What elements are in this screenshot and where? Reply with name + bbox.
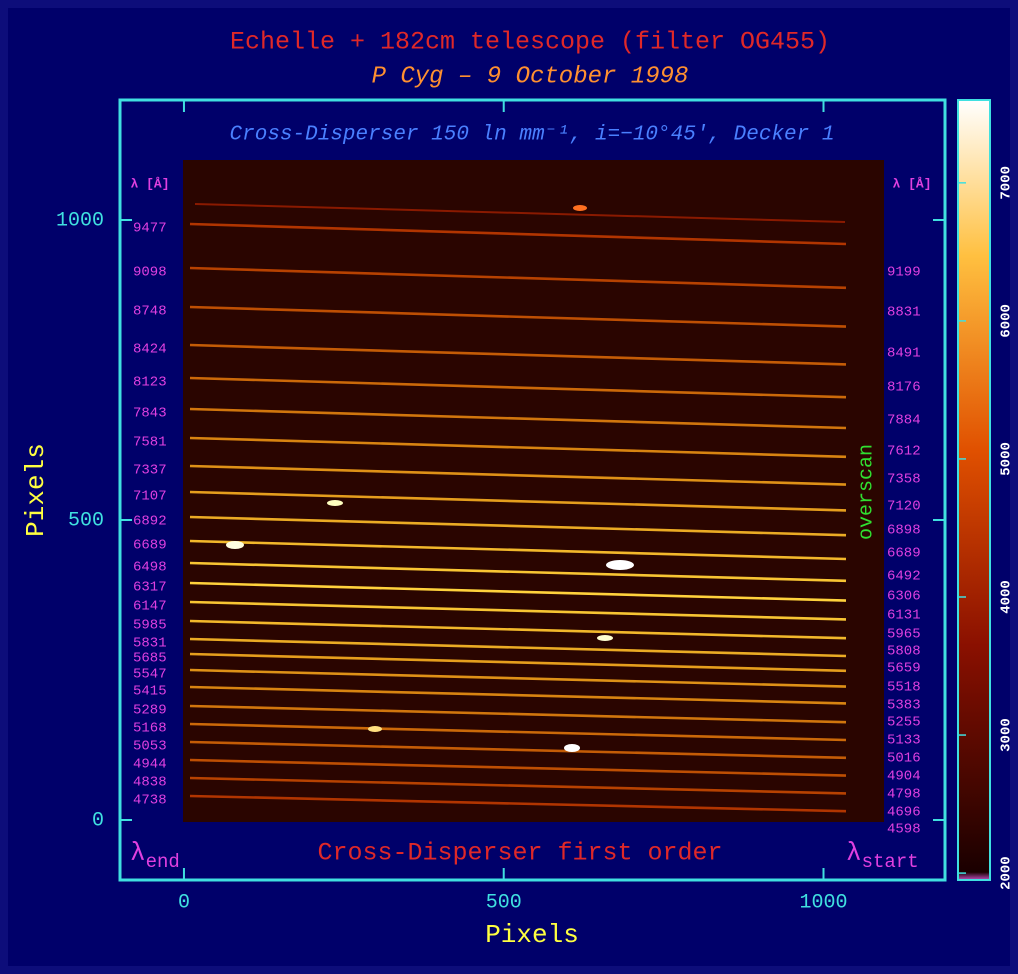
x-axis-label: Pixels xyxy=(485,920,579,950)
wavelength-label: 6131 xyxy=(887,608,921,624)
chart: Echelle + 182cm telescope (filter OG455)… xyxy=(0,0,1018,974)
title: Echelle + 182cm telescope (filter OG455) xyxy=(230,28,830,57)
wavelength-label: 7120 xyxy=(887,499,921,515)
x-tick-label: 0 xyxy=(178,891,190,914)
wavelength-label: 6498 xyxy=(133,560,167,576)
colorbar-tick-label: 2000 xyxy=(999,856,1015,890)
wavelength-label: 4944 xyxy=(133,757,167,773)
wavelength-label: 6689 xyxy=(887,546,921,562)
wavelength-label: 6147 xyxy=(133,599,167,615)
wavelength-label: 8748 xyxy=(133,304,167,320)
wavelength-label: 6492 xyxy=(887,569,921,585)
colorbar-tick-label: 5000 xyxy=(999,442,1015,476)
wavelength-label: 5831 xyxy=(133,636,167,652)
emission-spot xyxy=(573,205,587,211)
colorbar-tick-label: 7000 xyxy=(999,166,1015,200)
wavelength-label: 5659 xyxy=(887,661,921,677)
wavelength-label: 6306 xyxy=(887,589,921,605)
x-tick-label: 500 xyxy=(486,891,522,914)
wavelength-label: 9477 xyxy=(133,221,167,237)
wavelength-label: 5255 xyxy=(887,715,921,731)
wavelength-label: 5289 xyxy=(133,703,167,719)
spectrum-image xyxy=(183,160,884,822)
emission-spot xyxy=(564,744,580,752)
wavelength-label: 5415 xyxy=(133,684,167,700)
wavelength-label: 7358 xyxy=(887,472,921,488)
y-axis-label: Pixels xyxy=(21,443,51,537)
colorbar-tick-label: 3000 xyxy=(999,718,1015,752)
wavelength-label: 8491 xyxy=(887,346,921,362)
emission-spot xyxy=(327,500,343,506)
wavelength-label: 8831 xyxy=(887,305,921,321)
wavelength-label: 5168 xyxy=(133,721,167,737)
wavelength-label: 5133 xyxy=(887,733,921,749)
subtitle: P Cyg – 9 October 1998 xyxy=(372,63,689,90)
wavelength-label: 7843 xyxy=(133,406,167,422)
colorbar-tick-label: 6000 xyxy=(999,304,1015,338)
wavelength-label: 4798 xyxy=(887,787,921,803)
wavelength-label: 5985 xyxy=(133,618,167,634)
wavelength-unit: λ [Å] xyxy=(130,176,169,191)
wavelength-label: 4838 xyxy=(133,775,167,791)
wavelength-label: 5518 xyxy=(887,680,921,696)
wavelength-label: 5547 xyxy=(133,667,167,683)
colorbar-tick-label: 4000 xyxy=(999,580,1015,614)
overscan-label: overscan xyxy=(855,444,878,540)
emission-spot xyxy=(226,541,244,549)
wavelength-label: 4696 xyxy=(887,805,921,821)
wavelength-label: 6892 xyxy=(133,514,167,530)
wavelength-label: 5808 xyxy=(887,644,921,660)
wavelength-label: 8176 xyxy=(887,380,921,396)
wavelength-label: 6898 xyxy=(887,523,921,539)
wavelength-label: 5965 xyxy=(887,627,921,643)
y-tick-label: 500 xyxy=(68,509,104,532)
wavelength-label: 5016 xyxy=(887,751,921,767)
emission-spot xyxy=(606,560,634,570)
wavelength-unit: λ [Å] xyxy=(892,176,931,191)
wavelength-label: 4598 xyxy=(887,822,921,838)
wavelength-label: 8123 xyxy=(133,375,167,391)
wavelength-label: 7581 xyxy=(133,435,167,451)
wavelength-label: 4904 xyxy=(887,769,921,785)
y-tick-label: 0 xyxy=(92,809,104,832)
wavelength-label: 5053 xyxy=(133,739,167,755)
wavelength-label: 7612 xyxy=(887,444,921,460)
wavelength-label: 4738 xyxy=(133,793,167,809)
wavelength-label: 8424 xyxy=(133,342,167,358)
wavelength-label: 6317 xyxy=(133,580,167,596)
wavelength-label: 5383 xyxy=(887,698,921,714)
bottom-label: Cross-Disperser first order xyxy=(317,839,722,868)
wavelength-label: 7884 xyxy=(887,413,921,429)
emission-spot xyxy=(368,726,382,732)
x-tick-label: 1000 xyxy=(799,891,847,914)
y-tick-label: 1000 xyxy=(56,209,104,232)
wavelength-label: 5685 xyxy=(133,651,167,667)
emission-spot xyxy=(597,635,613,641)
inner-title: Cross-Disperser 150 ln mm⁻¹, i=−10°45', … xyxy=(230,124,835,147)
wavelength-label: 7337 xyxy=(133,463,167,479)
wavelength-label: 7107 xyxy=(133,489,167,505)
wavelength-label: 6689 xyxy=(133,538,167,554)
wavelength-label: 9199 xyxy=(887,265,921,281)
wavelength-label: 9098 xyxy=(133,265,167,281)
colorbar xyxy=(958,100,990,880)
